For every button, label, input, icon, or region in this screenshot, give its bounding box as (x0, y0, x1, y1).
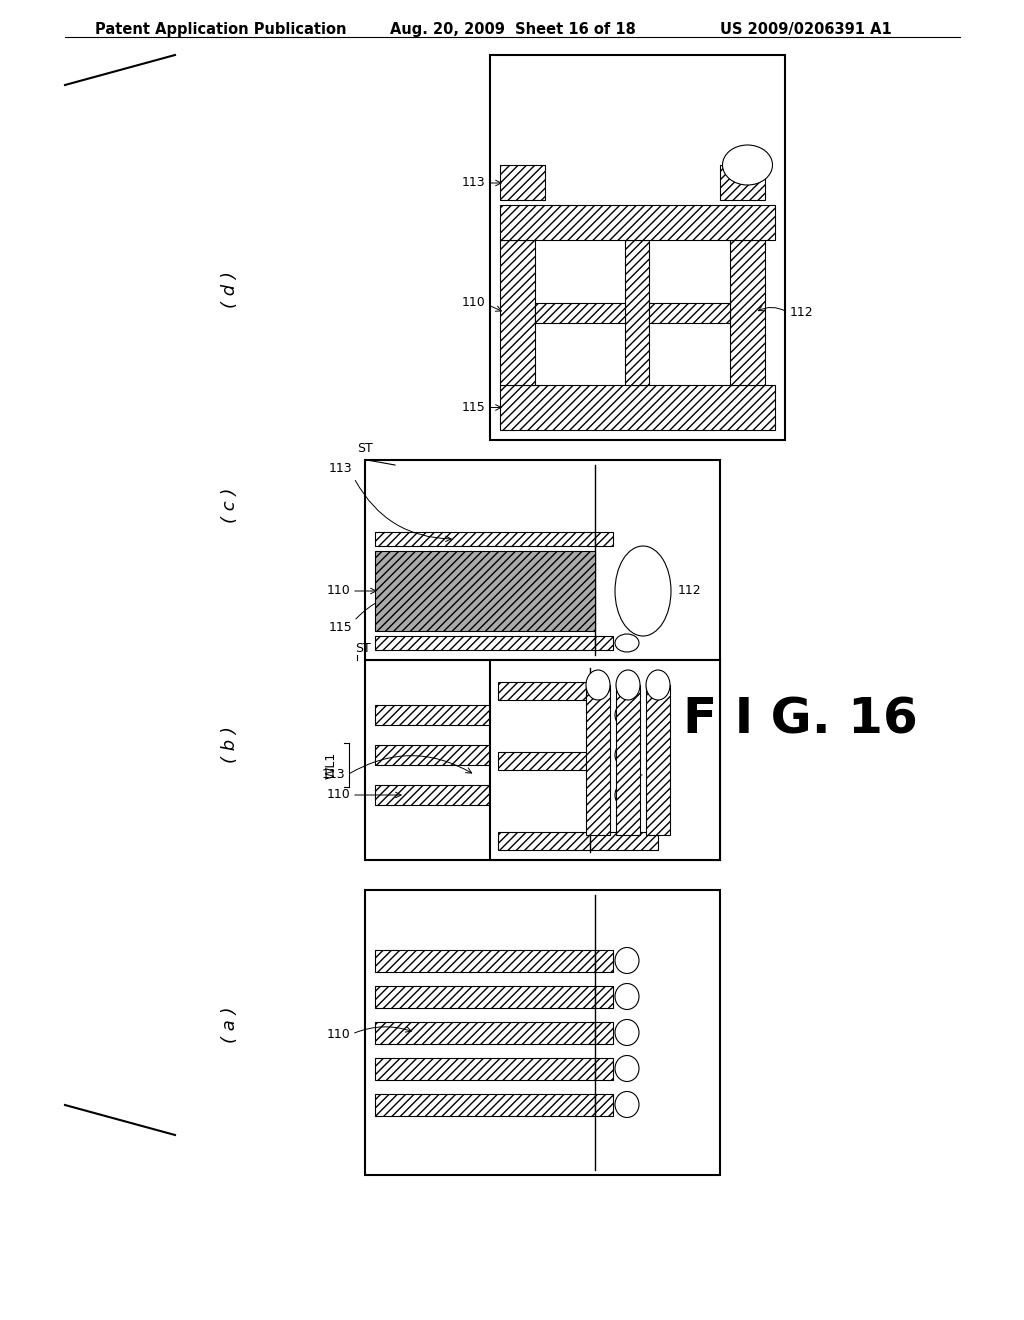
Bar (365, 660, 720, 861)
Bar (595, 1057, 613, 1080)
Text: 110: 110 (327, 1027, 350, 1040)
Text: 110: 110 (461, 296, 485, 309)
Ellipse shape (615, 1056, 639, 1081)
Bar (375, 1022, 595, 1044)
Bar (586, 685, 610, 836)
Ellipse shape (615, 1019, 639, 1045)
Ellipse shape (615, 948, 639, 974)
Text: US 2009/0206391 A1: US 2009/0206391 A1 (720, 22, 892, 37)
Ellipse shape (586, 671, 610, 700)
Bar (375, 550, 595, 631)
Bar (375, 949, 595, 972)
Bar (595, 705, 613, 725)
Bar (365, 459, 720, 660)
Text: ( d ): ( d ) (221, 272, 239, 309)
Text: 113: 113 (322, 768, 345, 781)
Ellipse shape (615, 742, 639, 768)
Bar (498, 832, 658, 850)
Bar (646, 685, 670, 836)
Bar (375, 1057, 595, 1080)
Bar (500, 205, 775, 240)
Text: 112: 112 (790, 306, 814, 319)
Text: 112: 112 (648, 768, 672, 781)
Text: Aug. 20, 2009  Sheet 16 of 18: Aug. 20, 2009 Sheet 16 of 18 (390, 22, 636, 37)
Bar (595, 744, 613, 766)
Bar (616, 685, 640, 836)
Text: 110: 110 (327, 788, 350, 801)
Bar (649, 304, 730, 323)
Text: ( a ): ( a ) (221, 1007, 239, 1043)
Bar (595, 986, 613, 1007)
Text: 113: 113 (462, 177, 485, 190)
Bar (375, 532, 595, 546)
Bar (375, 986, 595, 1007)
Text: WL1: WL1 (325, 751, 338, 779)
Bar (490, 55, 785, 440)
Bar (595, 636, 613, 649)
Text: Patent Application Publication: Patent Application Publication (95, 22, 346, 37)
Ellipse shape (615, 781, 639, 808)
Ellipse shape (646, 671, 670, 700)
Bar (498, 752, 588, 770)
Ellipse shape (615, 702, 639, 729)
Bar (595, 1022, 613, 1044)
Text: 112: 112 (678, 585, 701, 598)
Bar (375, 705, 595, 725)
Bar (595, 1093, 613, 1115)
Bar (375, 1093, 595, 1115)
Text: ST: ST (357, 442, 373, 455)
Ellipse shape (723, 145, 772, 185)
Text: ST: ST (355, 642, 371, 655)
Ellipse shape (615, 634, 639, 652)
Text: ( c ): ( c ) (221, 487, 239, 523)
Bar (490, 660, 720, 861)
Bar (595, 785, 613, 805)
Bar (625, 240, 649, 385)
Ellipse shape (615, 1092, 639, 1118)
Bar (375, 785, 595, 805)
Text: 113: 113 (329, 462, 352, 475)
Bar (500, 240, 535, 385)
Bar (595, 532, 613, 546)
Text: F I G. 16: F I G. 16 (683, 696, 918, 744)
Bar (375, 636, 595, 649)
Ellipse shape (615, 983, 639, 1010)
Bar (498, 682, 588, 700)
Text: 110: 110 (327, 585, 350, 598)
Bar (500, 385, 775, 430)
Bar (500, 165, 545, 201)
Bar (365, 890, 720, 1175)
Bar (595, 949, 613, 972)
Ellipse shape (616, 671, 640, 700)
Text: ( b ): ( b ) (221, 726, 239, 763)
Bar (720, 165, 765, 201)
Bar (730, 240, 765, 385)
Bar (535, 304, 625, 323)
Text: 115: 115 (461, 401, 485, 414)
Ellipse shape (615, 546, 671, 636)
Bar (375, 744, 595, 766)
Text: 115: 115 (329, 620, 352, 634)
